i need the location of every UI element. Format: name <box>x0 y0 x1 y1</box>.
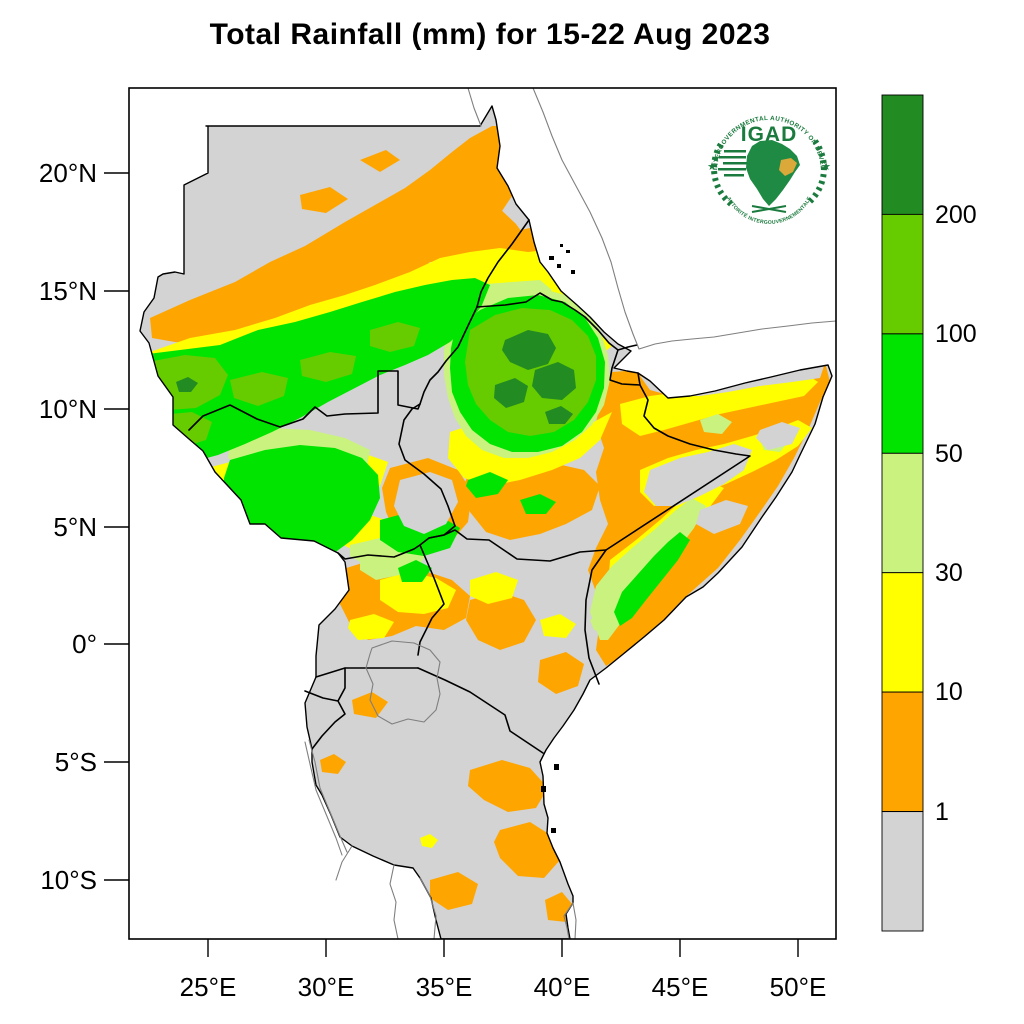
rainfall-raster-layer <box>140 126 830 922</box>
lon-tick-label: 45°E <box>652 972 709 1002</box>
colorbar-label-50: 50 <box>935 440 963 468</box>
lat-tick-label: 0° <box>72 629 97 659</box>
colorbar-cell-above-200 <box>881 94 924 215</box>
lon-tick-label: 50°E <box>770 972 827 1002</box>
colorbar-cell-50-100 <box>881 333 924 454</box>
colorbar-label-1: 1 <box>935 798 949 826</box>
colorbar-cell-30-50 <box>881 452 924 574</box>
border-eritrea-ethiopia <box>476 292 619 351</box>
logo-wreath-left <box>711 139 733 207</box>
colorbar-cells <box>881 94 924 932</box>
lat-tick-label: 10°S <box>40 865 97 895</box>
lake-victoria-outline <box>365 640 441 725</box>
zambia-border <box>335 845 353 881</box>
colorbar-cell-below-1 <box>881 811 924 932</box>
lat-tick-label: 15°N <box>39 276 97 306</box>
border-uganda-kenya <box>417 544 445 656</box>
figure-title: Total Rainfall (mm) for 15-22 Aug 2023 <box>209 18 771 51</box>
border-ethiopia-somalia <box>605 384 751 551</box>
colorbar-cell-1-10 <box>881 691 924 812</box>
border-rwanda-burundi <box>304 667 346 750</box>
colorbar-label-10: 10 <box>935 678 963 706</box>
border-ethiopia-southsudan <box>398 403 456 527</box>
logo-wreath-right <box>805 139 827 207</box>
lake-malawi-outline <box>389 864 437 939</box>
longitude-axis-labels: 25°E 30°E 35°E 40°E 45°E 50°E <box>180 972 827 1002</box>
lon-tick-label: 30°E <box>298 972 355 1002</box>
border-sudan-ethiopia <box>419 306 478 405</box>
logo-star-right-icon: ★ <box>821 161 831 173</box>
lon-tick-label: 35°E <box>416 972 473 1002</box>
colorbar-cell-10-30 <box>881 572 924 693</box>
colorbar-label-30: 30 <box>935 559 963 587</box>
colorbar-label-200: 200 <box>935 201 977 229</box>
lake-tanganyika-outline <box>304 739 348 856</box>
logo-africa-shape <box>746 140 800 206</box>
border-sudan-southsudan <box>188 370 421 431</box>
lon-tick-label: 40°E <box>534 972 591 1002</box>
border-kenya-tanzania <box>417 667 544 754</box>
island-specks <box>541 244 575 833</box>
map-frame <box>128 87 837 940</box>
border-kenya-somalia <box>584 549 607 685</box>
border-southsudan-uganda-kenya <box>337 525 456 560</box>
latitude-axis-labels: 20°N 15°N 10°N 5°N 0° 5°S 10°S <box>39 158 97 895</box>
logo-star-left-icon: ★ <box>707 161 717 173</box>
arabia-coastline <box>532 88 836 350</box>
colorbar-tick-labels: 200 100 50 30 10 1 <box>935 201 977 826</box>
map-plot <box>129 88 836 939</box>
lat-tick-label: 10°N <box>39 394 97 424</box>
country-borders <box>188 219 751 754</box>
colorbar-label-100: 100 <box>935 320 977 348</box>
logo-igad-wordmark: IGAD <box>741 123 798 146</box>
egypt-coastline <box>467 88 482 127</box>
logo-speed-lines <box>718 150 747 177</box>
thin-gray-lines <box>304 88 836 939</box>
border-sudan-eritrea <box>476 219 530 308</box>
lat-tick-label: 20°N <box>39 158 97 188</box>
colorbar: 200 100 50 30 10 1 <box>881 94 977 932</box>
mozambique-border <box>563 902 577 939</box>
lat-tick-label: 5°S <box>55 747 97 777</box>
lat-tick-label: 5°N <box>53 512 97 542</box>
border-ethiopia-kenya <box>428 529 607 562</box>
logo-igad-region-gold <box>779 158 797 176</box>
lon-tick-label: 25°E <box>180 972 237 1002</box>
logo-wreath-stems <box>751 205 787 213</box>
axis-tick-marks <box>104 172 799 957</box>
border-djibouti <box>609 344 641 386</box>
colorbar-cell-100-200 <box>881 213 924 335</box>
